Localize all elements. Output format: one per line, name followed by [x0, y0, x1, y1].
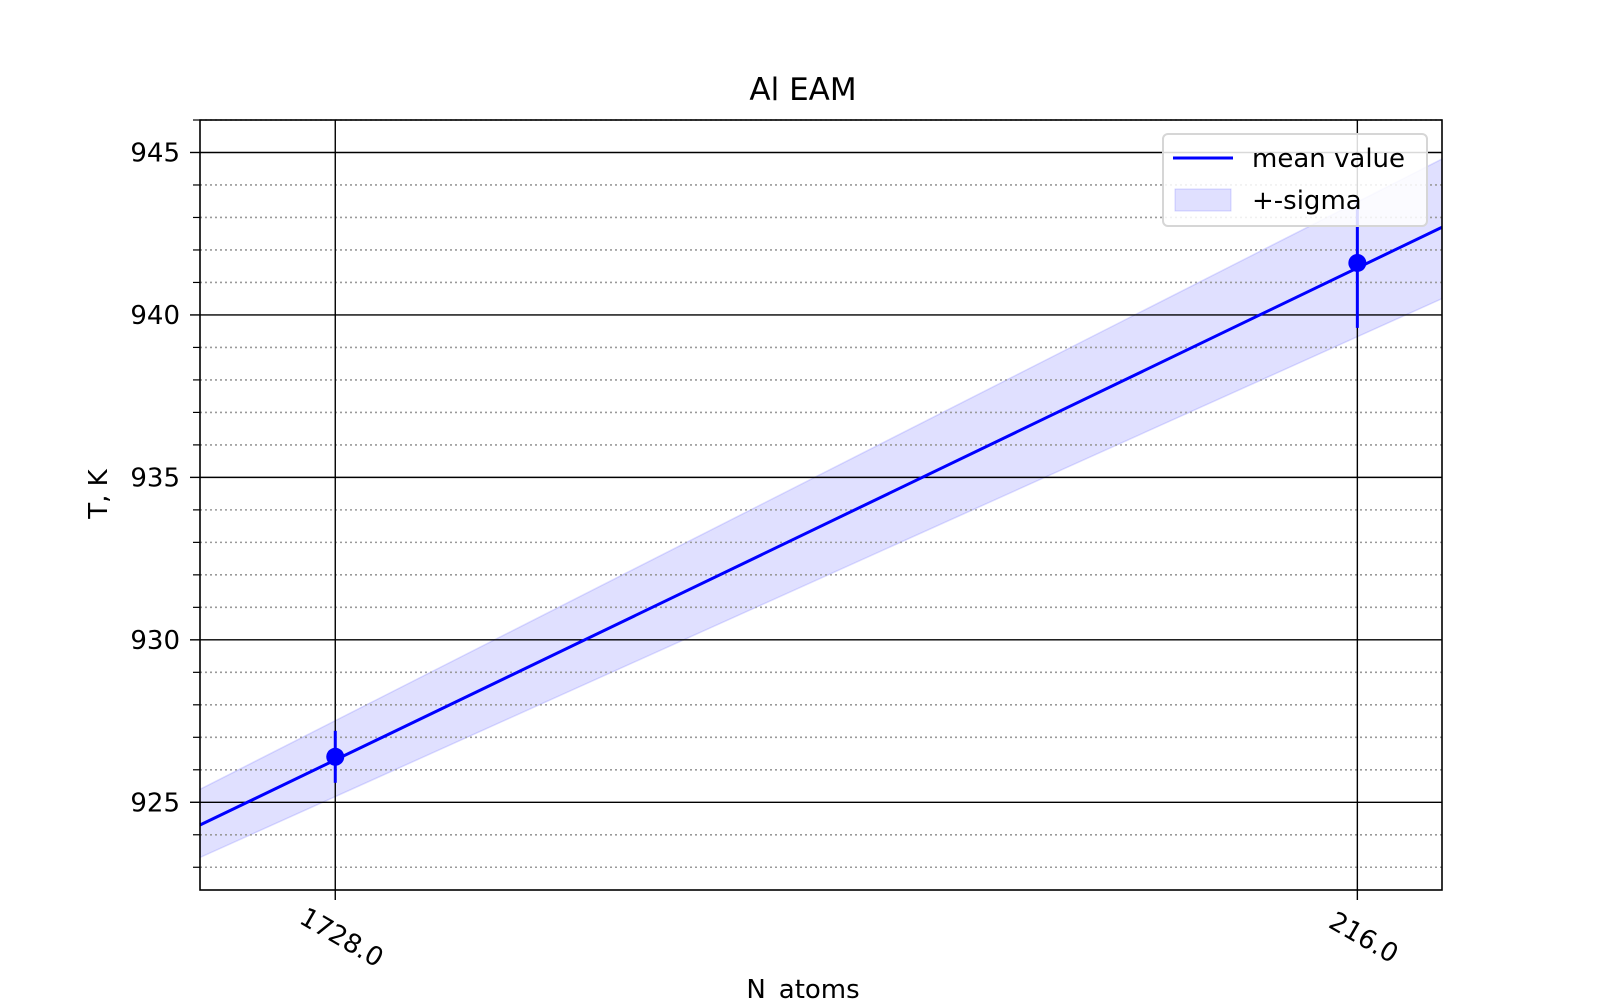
y-tick-label: 940 [130, 301, 180, 331]
legend-patch-swatch [1174, 188, 1232, 212]
y-tick-label: 945 [130, 138, 180, 168]
legend-label: mean value [1252, 144, 1405, 174]
data-point [326, 747, 345, 766]
sigma-band [199, 157, 1443, 859]
chart-title: Al EAM [749, 72, 856, 108]
y-axis-label: T, K [84, 468, 114, 519]
plot-frame [199, 119, 1443, 891]
data-point [1348, 253, 1367, 272]
legend-label: +-sigma [1252, 186, 1362, 216]
mean-value-line [199, 225, 1443, 827]
x-axis-label: N_atoms [746, 975, 859, 1000]
x-tick-label: 1728.0 [294, 902, 388, 973]
x-tick-label: 216.0 [1324, 906, 1403, 969]
y-tick-label: 925 [130, 788, 180, 818]
y-tick-label: 935 [130, 463, 180, 493]
y-tick-label: 930 [130, 626, 180, 656]
